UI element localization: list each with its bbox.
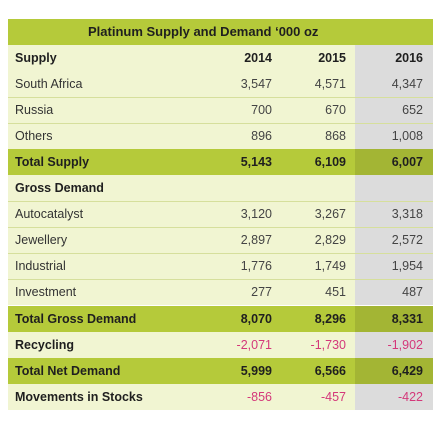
value-2016: 1,008 [391,129,423,143]
table-row: Others 896 868 1,008 [8,123,433,149]
value-2016: 3,318 [391,207,423,221]
table-title: Platinum Supply and Demand ‘000 oz [88,24,319,39]
table-row: Autocatalyst 3,120 3,267 3,318 [8,201,433,227]
section-label: Gross Demand [15,181,104,195]
value-2016: -1,902 [387,338,423,352]
value-2016: 8,331 [391,312,423,326]
value-2014: -856 [246,390,272,404]
value-2015: -457 [320,390,346,404]
table-row: Industrial 1,776 1,749 1,954 [8,253,433,279]
value-2014: 8,070 [240,312,272,326]
header-2014: 2014 [244,51,272,65]
value-2014: 3,120 [240,207,272,221]
table-row: Investment 277 451 487 [8,279,433,305]
value-2014: -2,071 [236,338,272,352]
section-header-row: Gross Demand [8,175,433,201]
row-label: Investment [15,285,77,299]
row-label: Russia [15,103,54,117]
value-2015: 1,749 [314,259,346,273]
table-row: South Africa 3,547 4,571 4,347 [8,71,433,97]
value-2015: 6,109 [314,155,346,169]
table-row: Recycling -2,071 -1,730 -1,902 [8,332,433,358]
value-2014: 3,547 [240,77,272,91]
value-2015: -1,730 [310,338,346,352]
value-2015: 670 [325,103,346,117]
row-label: Total Supply [15,155,90,169]
total-row: Total Gross Demand 8,070 8,296 8,331 [8,306,433,332]
header-supply: Supply [15,51,57,65]
value-2015: 868 [325,129,346,143]
value-2016: 4,347 [391,77,423,91]
value-2015: 4,571 [314,77,346,91]
value-2015: 451 [325,285,346,299]
row-label: Jewellery [15,233,68,247]
value-2016: 1,954 [391,259,423,273]
value-2014: 5,999 [240,364,272,378]
row-label: Recycling [15,338,75,352]
value-2014: 1,776 [240,259,272,273]
value-2014: 700 [251,103,272,117]
row-label: Total Net Demand [15,364,121,378]
title-bar: Platinum Supply and Demand ‘000 oz [8,19,433,45]
value-2015: 2,829 [314,233,346,247]
value-2015: 3,267 [314,207,346,221]
value-2014: 2,897 [240,233,272,247]
value-2014: 277 [251,285,272,299]
header-2016: 2016 [395,51,423,65]
value-2014: 5,143 [240,155,272,169]
header-row: Supply 2014 2015 2016 [8,45,433,71]
value-2016: 6,007 [391,155,423,169]
value-2015: 6,566 [314,364,346,378]
row-label: Total Gross Demand [15,312,137,326]
value-2016: -422 [397,390,423,404]
value-2016: 6,429 [391,364,423,378]
value-2015: 8,296 [314,312,346,326]
value-2014: 896 [251,129,272,143]
table-row: Russia 700 670 652 [8,97,433,123]
value-2016: 652 [402,103,423,117]
total-row: Total Supply 5,143 6,109 6,007 [8,149,433,175]
total-row: Total Net Demand 5,999 6,566 6,429 [8,358,433,384]
row-label: South Africa [15,77,83,91]
table-row: Movements in Stocks -856 -457 -422 [8,384,433,410]
table-row: Jewellery 2,897 2,829 2,572 [8,227,433,253]
row-label: Others [15,129,53,143]
header-2015: 2015 [318,51,346,65]
row-label: Autocatalyst [15,207,84,221]
value-2016: 2,572 [391,233,423,247]
value-2016: 487 [402,285,423,299]
row-label: Movements in Stocks [15,390,143,404]
row-label: Industrial [15,259,66,273]
